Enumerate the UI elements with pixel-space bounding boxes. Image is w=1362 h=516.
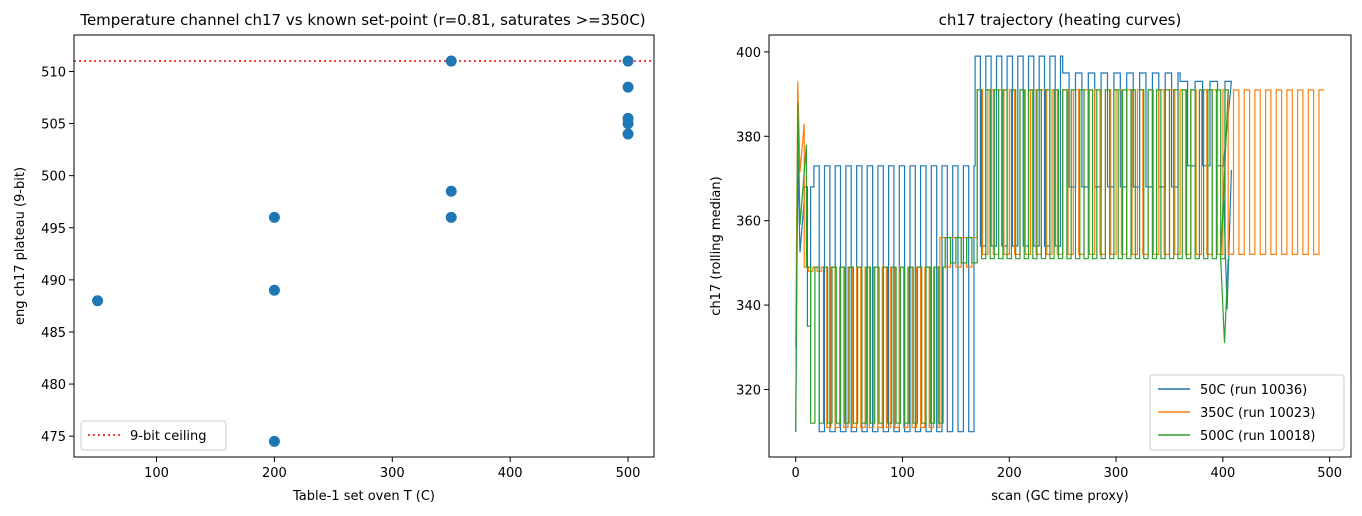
scatter-x-ticks: 100 200 300 400 500 xyxy=(144,457,640,481)
line-y-tick-label: 340 xyxy=(736,299,761,314)
scatter-axes-frame xyxy=(73,34,655,458)
line-y-ticks: 320 340 360 380 400 xyxy=(736,46,769,398)
scatter-y-tick-label: 500 xyxy=(41,170,66,185)
line-y-tick-label: 360 xyxy=(736,215,761,230)
scatter-point xyxy=(268,284,280,296)
line-x-tick-label: 400 xyxy=(1210,466,1235,481)
scatter-x-tick-label: 400 xyxy=(498,466,523,481)
scatter-point xyxy=(622,128,634,140)
line-plot-area xyxy=(795,55,1325,433)
scatter-legend-label: 9-bit ceiling xyxy=(130,429,207,444)
scatter-point xyxy=(268,435,280,447)
line-axes-frame xyxy=(768,34,1352,458)
scatter-y-tick-label: 485 xyxy=(41,326,66,341)
legend-label-500c: 500C (run 10018) xyxy=(1200,429,1315,444)
scatter-y-tick-label: 480 xyxy=(41,378,66,393)
scatter-point xyxy=(622,81,634,93)
scatter-y-ticks: 475 480 485 490 495 500 505 510 xyxy=(41,65,74,445)
scatter-point xyxy=(445,55,457,67)
line-x-tick-label: 500 xyxy=(1317,466,1342,481)
line-title: ch17 trajectory (heating curves) xyxy=(939,11,1182,29)
scatter-y-label: eng ch17 plateau (9-bit) xyxy=(13,167,28,325)
line-legend: 50C (run 10036) 350C (run 10023) 500C (r… xyxy=(1149,374,1345,451)
scatter-x-tick-label: 200 xyxy=(262,466,287,481)
scatter-legend-box xyxy=(80,420,227,451)
scatter-point xyxy=(268,211,280,223)
line-y-label: ch17 (rolling median) xyxy=(709,176,724,315)
scatter-y-tick-label: 495 xyxy=(41,222,66,237)
scatter-title: Temperature channel ch17 vs known set-po… xyxy=(79,11,645,29)
scatter-x-label: Table-1 set oven T (C) xyxy=(292,489,435,504)
scatter-x-tick-label: 500 xyxy=(616,466,641,481)
scatter-x-tick-label: 100 xyxy=(144,466,169,481)
scatter-y-tick-label: 490 xyxy=(41,274,66,289)
line-x-tick-label: 300 xyxy=(1104,466,1129,481)
line-y-tick-label: 400 xyxy=(736,46,761,61)
scatter-point xyxy=(622,55,634,67)
line-y-tick-label: 380 xyxy=(736,130,761,145)
line-x-tick-label: 100 xyxy=(890,466,915,481)
scatter-point xyxy=(445,185,457,197)
line-x-tick-label: 200 xyxy=(997,466,1022,481)
scatter-y-tick-label: 505 xyxy=(41,118,66,133)
line-x-ticks: 0 100 200 300 400 500 xyxy=(792,457,1342,481)
series-line-2 xyxy=(795,89,1229,432)
scatter-point xyxy=(622,112,634,124)
scatter-point xyxy=(92,295,104,307)
scatter-panel: Temperature channel ch17 vs known set-po… xyxy=(13,11,655,504)
scatter-legend: 9-bit ceiling xyxy=(80,420,227,451)
line-panel: ch17 trajectory (heating curves) 0 100 200… xyxy=(709,11,1352,504)
line-x-label: scan (GC time proxy) xyxy=(991,489,1128,504)
legend-label-350c: 350C (run 10023) xyxy=(1200,406,1315,421)
line-y-tick-label: 320 xyxy=(736,383,761,398)
scatter-y-tick-label: 510 xyxy=(41,65,66,80)
line-x-tick-label: 0 xyxy=(792,466,800,481)
legend-label-50c: 50C (run 10036) xyxy=(1200,383,1307,398)
scatter-y-tick-label: 475 xyxy=(41,430,66,445)
scatter-x-tick-label: 300 xyxy=(380,466,405,481)
scatter-plot-area xyxy=(74,55,654,447)
scatter-point xyxy=(445,211,457,223)
line-legend-box xyxy=(1149,374,1345,451)
